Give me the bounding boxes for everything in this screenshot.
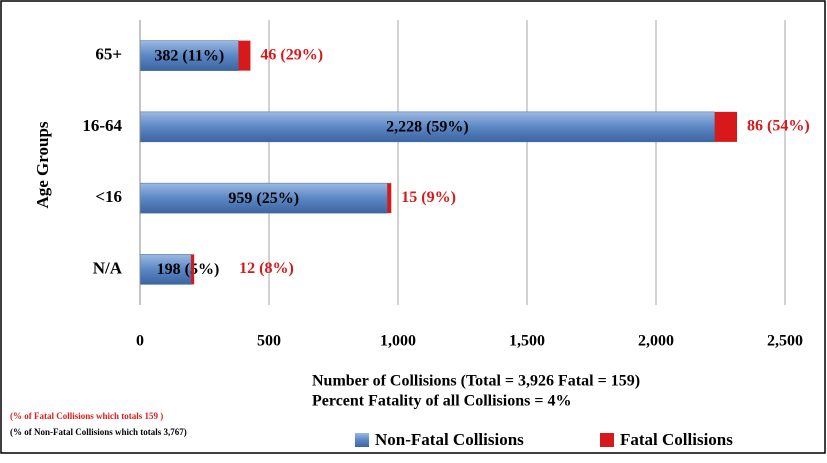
fatal-bar	[191, 254, 195, 285]
x-tick-label: 0	[136, 333, 144, 350]
x-tick-label: 500	[257, 333, 281, 350]
data-label: 46 (29%)	[260, 46, 323, 63]
non-fatal-bar	[139, 254, 192, 285]
non-fatal-bar	[139, 182, 388, 214]
data-label: 86 (54%)	[747, 118, 810, 135]
data-label: 959 (25%)	[228, 190, 299, 207]
legend-swatch	[600, 433, 614, 447]
legend-label: Non-Fatal Collisions	[375, 430, 524, 449]
y-tick-label: 16-64	[82, 116, 122, 135]
x-axis-label: Number of Collisions (Total = 3,926 Fata…	[312, 373, 640, 390]
x-tick-label: 1,500	[509, 333, 545, 350]
legend-swatch	[355, 433, 369, 447]
note: (% of Non-Fatal Collisions which totals …	[10, 427, 187, 437]
y-tick-label: 65+	[95, 45, 122, 64]
x-tick-label: 2,500	[767, 333, 803, 350]
data-label: 198 (5%)	[157, 261, 220, 278]
data-label: 12 (8%)	[239, 260, 294, 277]
fatal-bar	[387, 183, 392, 214]
note: (% of Fatal Collisions which totals 159 …	[10, 411, 163, 421]
y-tick-label: <16	[95, 187, 122, 206]
non-fatal-bar	[139, 111, 716, 143]
legend-label: Fatal Collisions	[620, 430, 733, 449]
x-axis-label: Percent Fatality of all Collisions = 4%	[312, 393, 571, 410]
x-tick-label: 2,000	[638, 333, 674, 350]
y-axis-label: Age Groups	[33, 121, 52, 208]
fatal-bar	[238, 40, 251, 71]
y-tick-label: N/A	[93, 258, 123, 277]
chart-border	[0, 0, 826, 454]
data-label: 2,228 (59%)	[386, 119, 469, 136]
data-label: 382 (11%)	[154, 47, 224, 64]
fatal-bar	[714, 111, 738, 142]
data-label: 15 (9%)	[401, 189, 456, 206]
x-tick-label: 1,000	[380, 333, 416, 350]
